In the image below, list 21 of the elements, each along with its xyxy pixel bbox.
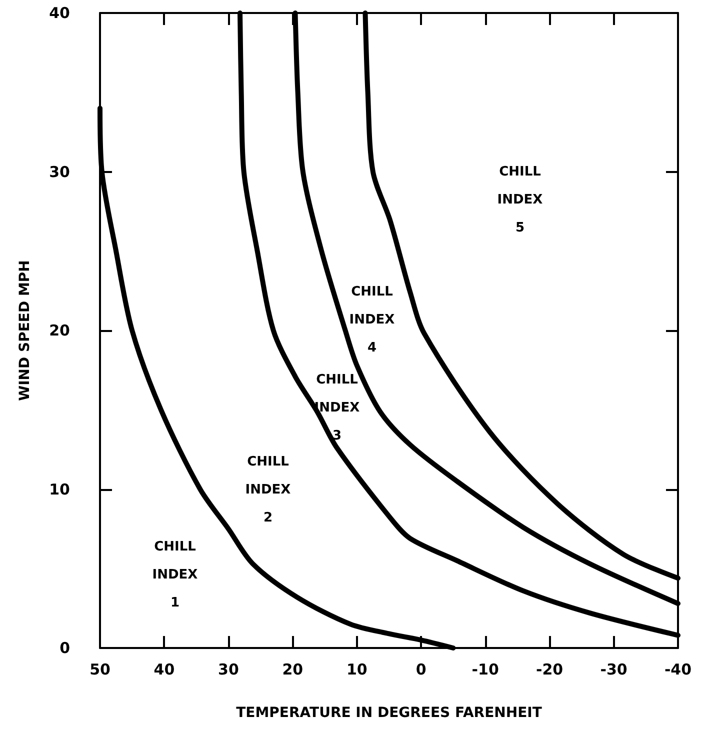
y-tick-label: 0 [60, 639, 70, 657]
x-tick-label: 0 [416, 660, 426, 678]
y-tick-label: 40 [49, 4, 70, 22]
x-tick-label: 10 [346, 660, 368, 678]
x-tick-label: -10 [472, 660, 499, 678]
x-tick-label: 30 [218, 660, 239, 678]
x-tick-label: -20 [536, 660, 564, 678]
x-axis-title: TEMPERATURE IN DEGREES FARENHEIT [236, 705, 542, 721]
x-tick-label: -30 [600, 660, 628, 678]
y-tick-label: 30 [49, 162, 70, 181]
annotation: CHILL INDEX 5 [497, 164, 543, 236]
x-tick-label: 20 [282, 660, 304, 678]
annotation: CHILL INDEX 4 [349, 284, 395, 356]
x-tick-label: 50 [90, 660, 110, 678]
annotation: CHILL INDEX 2 [245, 454, 291, 526]
y-tick-label: 20 [49, 322, 70, 340]
y-axis-title: WIND SPEED MPH [17, 260, 33, 401]
annotation: CHILL INDEX 1 [152, 540, 198, 610]
y-tick-label: 10 [49, 480, 70, 498]
x-tick-label: 40 [154, 660, 175, 678]
x-tick-label: -40 [664, 660, 692, 678]
